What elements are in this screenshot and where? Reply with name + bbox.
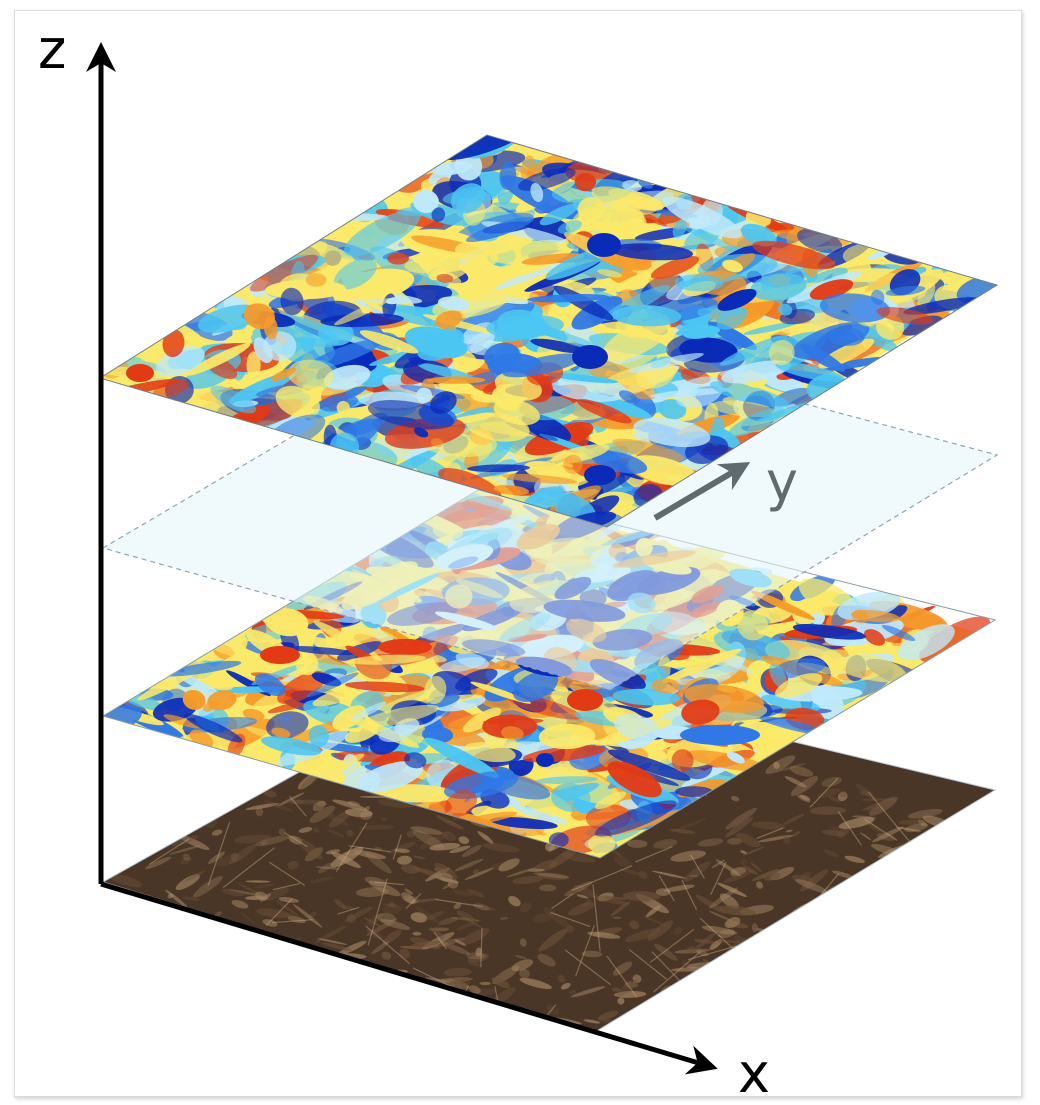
x-axis-label: x (738, 1042, 770, 1105)
y-axis-label: y (766, 450, 798, 513)
z-axis-label: z (38, 18, 66, 81)
y-axis: y (653, 450, 798, 521)
top-turbulence-layer (98, 134, 999, 528)
x-axis: x (100, 881, 770, 1105)
z-axis: z (38, 18, 116, 884)
